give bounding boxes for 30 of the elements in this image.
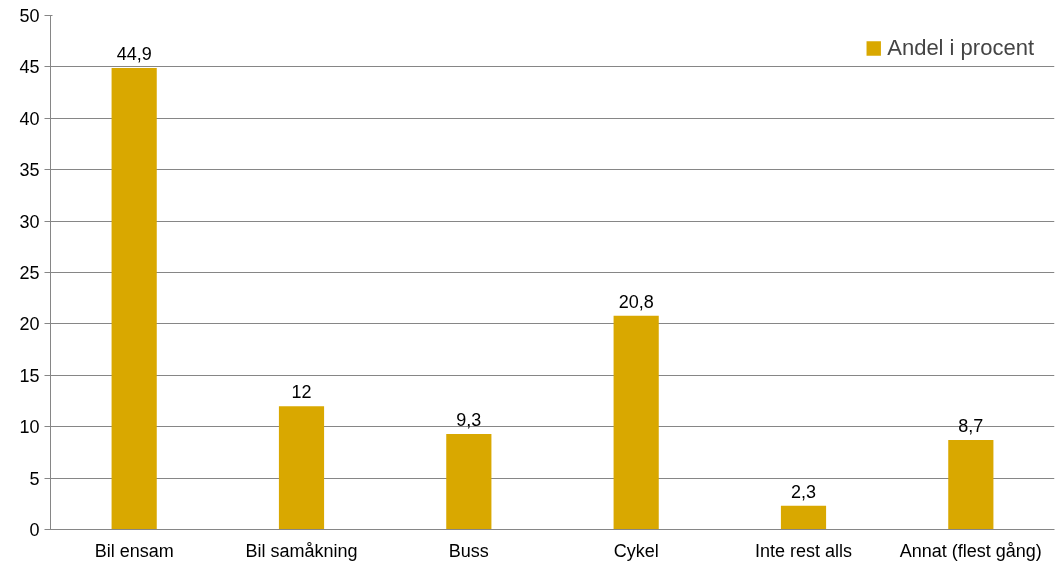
data-label: 12 — [291, 382, 312, 403]
y-tick-label: 35 — [19, 160, 40, 181]
x-tick-label: Annat (flest gång) — [899, 540, 1042, 561]
y-tick-label: 0 — [29, 520, 40, 540]
y-tick-label: 50 — [19, 6, 40, 26]
y-tick-label: 15 — [19, 365, 40, 386]
x-tick-label: Inte rest alls — [754, 540, 853, 561]
bar — [948, 440, 994, 530]
y-tick-label: 30 — [19, 211, 40, 232]
x-tick-label: Buss — [448, 540, 489, 561]
bar — [111, 67, 157, 530]
y-tick-label: 45 — [19, 57, 40, 78]
bar — [278, 406, 325, 530]
y-tick-label: 25 — [19, 263, 40, 283]
bar — [780, 505, 827, 530]
y-tick-label: 10 — [19, 417, 40, 438]
data-label: 2,3 — [790, 481, 817, 502]
x-tick-label: Bil ensam — [94, 540, 174, 561]
x-tick-label: Bil samåkning — [245, 540, 358, 561]
y-tick-label: 5 — [29, 468, 40, 489]
y-tick-label: 20 — [19, 314, 40, 335]
x-tick-label: Cykel — [613, 540, 659, 561]
legend-label: Andel i procent — [887, 35, 1034, 61]
bar — [613, 315, 659, 530]
bar — [446, 433, 492, 530]
data-label: 44,9 — [116, 43, 152, 64]
y-tick-label: 40 — [19, 108, 40, 129]
data-label: 9,3 — [456, 409, 482, 430]
data-label: 8,7 — [958, 416, 984, 437]
data-label: 20,8 — [618, 291, 654, 312]
